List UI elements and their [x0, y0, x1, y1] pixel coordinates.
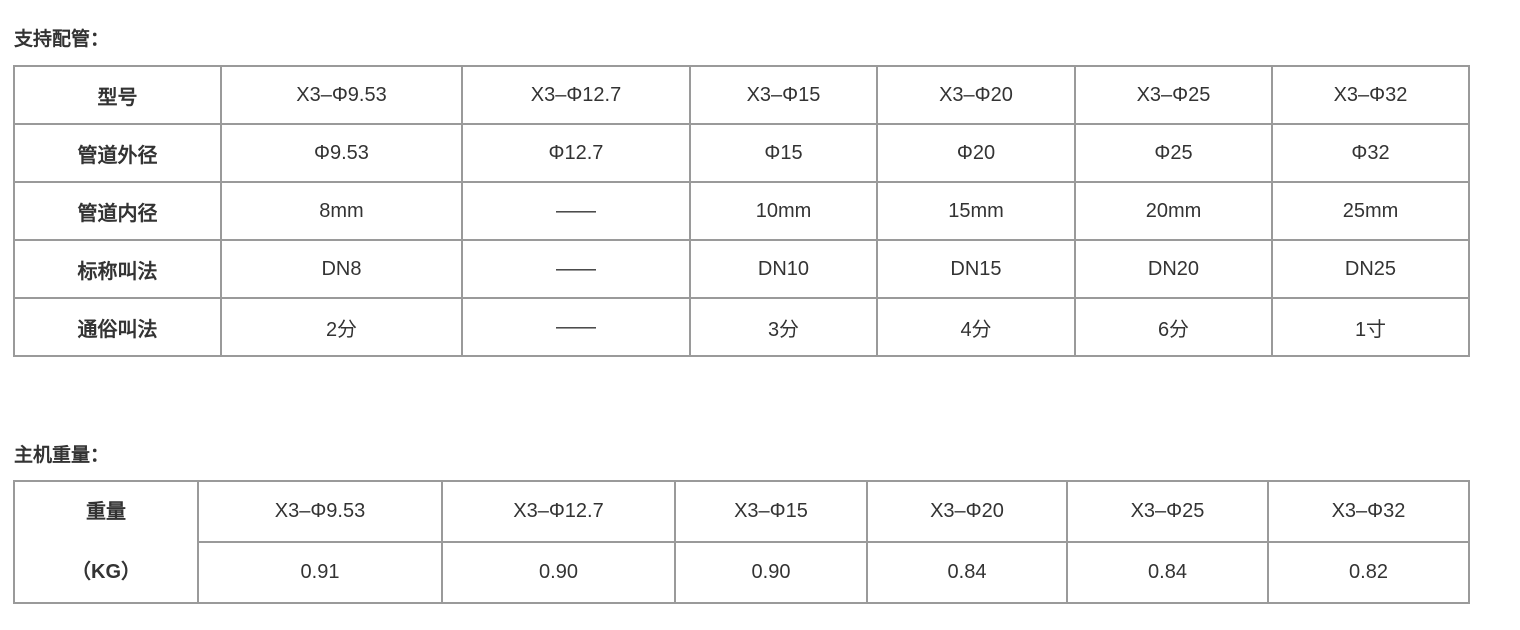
weight-value-cell: 0.90	[441, 541, 676, 604]
table-row: 重量 （KG） X3–Φ9.53 X3–Φ12.7 X3–Φ15 X3–Φ20 X3–Φ…	[13, 480, 1470, 604]
model-cell: X3–Φ32	[1267, 480, 1470, 543]
pipes-section-title: 支持配管：	[14, 29, 110, 50]
table-cell: X3–Φ12.7	[461, 65, 691, 125]
weight-section-title: 主机重量：	[14, 445, 110, 466]
weight-value-cell: 0.84	[866, 541, 1068, 604]
table-cell: DN10	[689, 239, 878, 299]
table-cell: Φ9.53	[220, 123, 463, 183]
table-row: 0.91 0.90 0.90 0.84 0.84 0.82	[14, 541, 1470, 604]
table-cell: X3–Φ9.53	[220, 65, 463, 125]
weight-label: 重量	[86, 501, 126, 523]
table-cell: X3–Φ15	[689, 65, 878, 125]
table-cell: Φ25	[1074, 123, 1273, 183]
table-row: 标称叫法 DN8 —— DN10 DN15 DN20 DN25	[13, 239, 1470, 299]
row-header: 管道内径	[13, 181, 222, 241]
model-cell: X3–Φ20	[866, 480, 1068, 543]
weight-label-cell: 重量 （KG）	[13, 480, 199, 604]
weight-value-cell: 0.82	[1267, 541, 1470, 604]
table-cell: 3分	[689, 297, 878, 357]
table-cell: 6分	[1074, 297, 1273, 357]
weight-value-cell: 0.90	[674, 541, 868, 604]
table-cell: DN25	[1271, 239, 1470, 299]
table-cell: 15mm	[876, 181, 1076, 241]
table-cell: Φ32	[1271, 123, 1470, 183]
model-cell: X3–Φ15	[674, 480, 868, 543]
table-cell: 25mm	[1271, 181, 1470, 241]
model-cell: X3–Φ9.53	[197, 480, 443, 543]
weight-table: 重量 （KG） X3–Φ9.53 X3–Φ12.7 X3–Φ15 X3–Φ20 X3–Φ…	[13, 480, 1470, 604]
table-cell: Φ20	[876, 123, 1076, 183]
model-cell: X3–Φ12.7	[441, 480, 676, 543]
row-header: 通俗叫法	[13, 297, 222, 357]
table-cell: 1寸	[1271, 297, 1470, 357]
table-cell: 4分	[876, 297, 1076, 357]
table-cell: 2分	[220, 297, 463, 357]
row-header: 型号	[13, 65, 222, 125]
table-cell: X3–Φ32	[1271, 65, 1470, 125]
weight-value-cell: 0.91	[197, 541, 443, 604]
table-cell: X3–Φ25	[1074, 65, 1273, 125]
table-cell: DN20	[1074, 239, 1273, 299]
table-cell: Φ15	[689, 123, 878, 183]
table-cell: 8mm	[220, 181, 463, 241]
table-cell: ——	[461, 297, 691, 357]
weight-unit: （KG）	[71, 561, 141, 583]
row-header: 标称叫法	[13, 239, 222, 299]
model-cell: X3–Φ25	[1066, 480, 1269, 543]
table-cell: ——	[461, 181, 691, 241]
table-cell: X3–Φ20	[876, 65, 1076, 125]
table-cell: 20mm	[1074, 181, 1273, 241]
weight-value-cell: 0.84	[1066, 541, 1269, 604]
table-cell: Φ12.7	[461, 123, 691, 183]
table-row: 管道外径 Φ9.53 Φ12.7 Φ15 Φ20 Φ25 Φ32	[13, 123, 1470, 183]
table-row: 管道内径 8mm —— 10mm 15mm 20mm 25mm	[13, 181, 1470, 241]
table-cell: 10mm	[689, 181, 878, 241]
table-cell: ——	[461, 239, 691, 299]
pipes-table: 型号 X3–Φ9.53 X3–Φ12.7 X3–Φ15 X3–Φ20 X3–Φ25 X3–Φ…	[13, 65, 1470, 357]
table-row: 型号 X3–Φ9.53 X3–Φ12.7 X3–Φ15 X3–Φ20 X3–Φ25 X3–Φ…	[13, 65, 1470, 125]
table-row: 通俗叫法 2分 —— 3分 4分 6分 1寸	[13, 297, 1470, 357]
row-header: 管道外径	[13, 123, 222, 183]
table-cell: DN15	[876, 239, 1076, 299]
table-cell: DN8	[220, 239, 463, 299]
